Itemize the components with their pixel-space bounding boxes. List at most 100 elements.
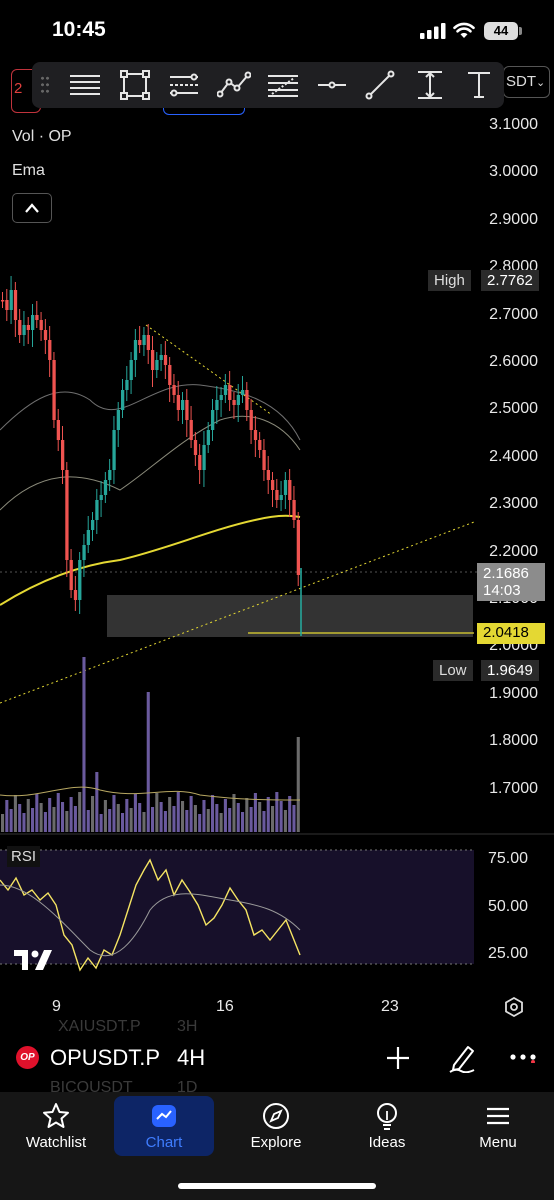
candle-body (253, 430, 258, 440)
candle-body (181, 400, 185, 410)
candle-body (288, 480, 292, 500)
current-price: 2.1686 (483, 565, 529, 582)
more-options-icon[interactable] (510, 1053, 536, 1063)
volume-bar (82, 657, 86, 832)
fib-retracement-icon[interactable] (266, 70, 300, 100)
volume-bar (112, 795, 116, 832)
volume-bar (61, 802, 65, 832)
volume-bar (163, 811, 167, 832)
candle-body (65, 470, 69, 560)
volume-bar (86, 810, 90, 832)
candle-body (82, 545, 86, 560)
volume-bar (13, 795, 17, 832)
time-tick: 16 (216, 998, 234, 1015)
text-icon[interactable] (464, 70, 494, 100)
nav-explore[interactable]: Explore (226, 1096, 326, 1156)
ema-lines (0, 384, 301, 606)
parallel-channel-icon[interactable] (168, 70, 200, 100)
candle-body (5, 300, 9, 310)
rsi-legend[interactable]: RSI (7, 846, 41, 867)
candle-body (232, 400, 236, 405)
candle-body (241, 390, 245, 395)
symbol-name[interactable]: OPUSDT.P (50, 1045, 161, 1070)
candle-body (202, 445, 206, 470)
ema-legend[interactable]: Ema (12, 162, 45, 179)
volume-bar (206, 809, 210, 832)
candle-body (56, 420, 60, 440)
price-range-icon[interactable] (414, 70, 446, 100)
volume-bar (176, 792, 180, 832)
candle-body (52, 360, 56, 420)
candle-body (258, 440, 262, 450)
volume-bar (52, 807, 56, 832)
candle-body (22, 325, 26, 335)
nav-chart[interactable]: Chart (114, 1096, 214, 1156)
volume-bar (125, 799, 129, 832)
volume-bar (211, 795, 215, 832)
low-label: Low (433, 660, 473, 681)
volume-bar (146, 692, 150, 832)
price-chart[interactable] (0, 0, 554, 1000)
candle-body (283, 480, 288, 495)
volume-bar (193, 805, 197, 832)
star-icon (43, 1103, 69, 1128)
trend-line-icon[interactable] (364, 70, 396, 100)
active-tab-partial[interactable] (163, 104, 245, 115)
volume-bar (31, 808, 35, 832)
volume-bar (95, 772, 99, 832)
add-icon[interactable] (385, 1045, 411, 1071)
nav-menu[interactable]: Menu (448, 1096, 548, 1156)
candle-body (296, 520, 300, 575)
tradingview-logo (14, 950, 52, 970)
volume-bar (232, 794, 236, 832)
rectangle-icon[interactable] (119, 70, 151, 100)
volume-legend[interactable]: Vol · OP (12, 128, 72, 145)
candle-body (219, 395, 223, 400)
horizontal-lines-icon[interactable] (68, 70, 102, 100)
resistance-trend-line[interactable] (145, 324, 273, 416)
battery-icon: 44 (484, 22, 518, 40)
low-value: 1.9649 (481, 660, 539, 681)
candle-body (163, 355, 168, 365)
candle-body (185, 400, 189, 420)
supply-zone-rectangle[interactable] (107, 595, 473, 637)
candle-body (279, 495, 283, 500)
price-tick: 2.4000 (489, 447, 538, 465)
horizontal-line-icon[interactable] (316, 70, 348, 100)
drag-handle-icon[interactable] (40, 75, 50, 95)
path-icon[interactable] (217, 70, 251, 100)
bar-countdown: 14:03 (483, 582, 521, 599)
status-time: 10:45 (52, 18, 106, 41)
volume-bar (185, 810, 189, 832)
volume-bar (275, 792, 279, 832)
volume-bar (271, 806, 275, 832)
candle-body (228, 385, 232, 400)
menu-icon (487, 1107, 509, 1125)
volume-bar (241, 812, 245, 832)
candle-body (249, 410, 253, 430)
high-value: 2.7762 (481, 270, 539, 291)
volume-bar (5, 800, 9, 832)
nav-label: Menu (479, 1134, 517, 1151)
rsi-ma-line (0, 884, 301, 957)
high-label: High (428, 270, 471, 291)
candle-body (39, 320, 43, 330)
volume-bar (279, 801, 283, 832)
volume-bar (245, 798, 249, 832)
volume-ma-line (0, 786, 301, 801)
candle-body (129, 360, 133, 380)
nav-ideas[interactable]: Ideas (337, 1096, 437, 1156)
candle-body (189, 420, 193, 440)
interval-selector[interactable]: 4H (177, 1045, 206, 1070)
nav-watchlist[interactable]: Watchlist (6, 1096, 106, 1156)
drawing-toolbar (32, 62, 504, 108)
volume-bar (172, 806, 176, 832)
volume-bar (69, 797, 73, 832)
candle-body (112, 430, 116, 470)
collapse-legend-button[interactable] (12, 193, 52, 223)
candle-body (125, 380, 129, 390)
volume-bar (198, 814, 202, 832)
settings-icon[interactable] (504, 997, 524, 1017)
compass-icon (263, 1103, 289, 1129)
drawing-pen-icon[interactable] (448, 1043, 476, 1073)
